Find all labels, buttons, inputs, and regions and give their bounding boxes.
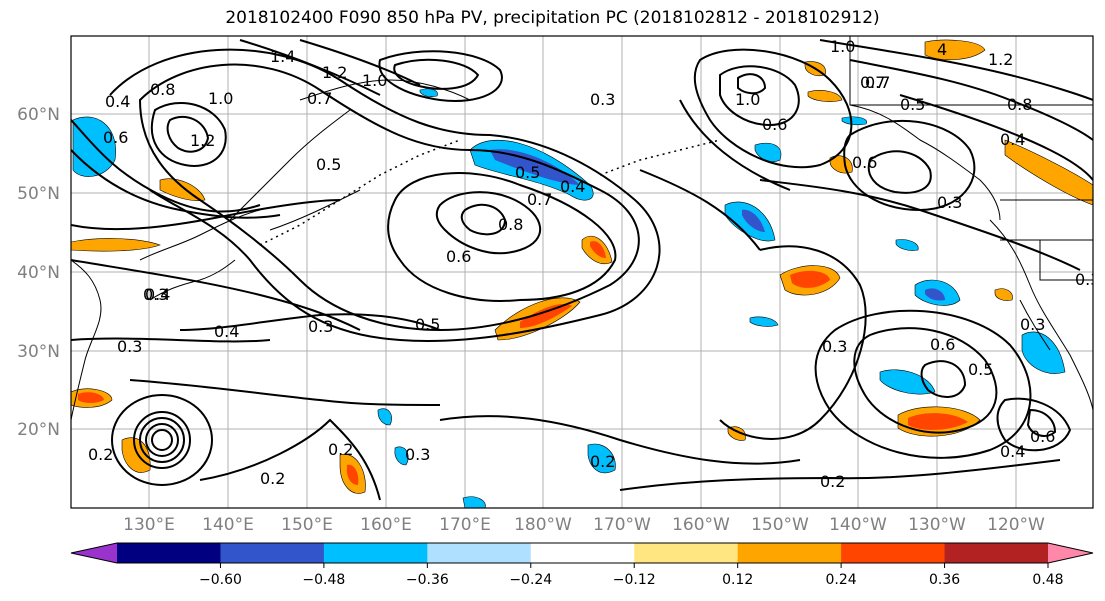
- contour-label: 4: [937, 40, 947, 59]
- colorbar-extension-low: [71, 543, 117, 563]
- map-title: 2018102400 F090 850 hPa PV, precipitatio…: [225, 8, 880, 28]
- contour-label: 0.2: [590, 452, 615, 471]
- contour-label: 0.3: [308, 317, 333, 336]
- colorbar-ticks: −0.60 −0.48 −0.36 −0.24 −0.12 0.12 0.24 0.36 0.4…: [199, 563, 1064, 588]
- contour-label: 0.3: [822, 337, 847, 356]
- contour-label: 0.4: [105, 92, 130, 111]
- map-content: 1.4 1.2 1.0 0.7 0.8 0.4 0.6 1.0 1.2 0.5 …: [71, 36, 1100, 508]
- colorbar-tick-label: 0.48: [1032, 572, 1063, 588]
- contour-label: 0.3: [143, 285, 168, 304]
- contour-label: 0.6: [1030, 427, 1055, 446]
- contour-labels: 1.4 1.2 1.0 0.7 0.8 0.4 0.6 1.0 1.2 0.5 …: [88, 37, 1100, 491]
- contour-label: 1.0: [830, 37, 855, 56]
- lon-label: 140°E: [202, 515, 254, 535]
- colorbar-outline: [70, 542, 1094, 564]
- colorbar-tick-label: −0.48: [302, 572, 345, 588]
- lon-label: 160°E: [360, 515, 412, 535]
- contour-label: 0.8: [1007, 95, 1032, 114]
- colorbar-segment: [634, 543, 739, 563]
- contour-label: 0.3: [1020, 315, 1045, 334]
- lon-label: 130°E: [123, 515, 175, 535]
- contour-label: 0.3: [117, 337, 142, 356]
- contour-label: 0.3: [590, 90, 615, 109]
- contour-label: 0.7: [307, 89, 332, 108]
- contour-label: 0.5: [316, 155, 341, 174]
- colorbar: [70, 542, 1094, 564]
- colorbar-extension-high: [1048, 543, 1093, 563]
- contour-label: 1.0: [208, 89, 233, 108]
- lat-label: 20°N: [17, 420, 60, 440]
- contour-label: 0.8: [498, 215, 523, 234]
- lat-label: 50°N: [17, 184, 60, 204]
- colorbar-tick-label: −0.24: [509, 572, 552, 588]
- colorbar-segment: [427, 543, 532, 563]
- contour-label: 0.3: [405, 445, 430, 464]
- colorbar-segment: [220, 543, 325, 563]
- lon-label: 180°W: [514, 515, 572, 535]
- lon-label: 150°E: [281, 515, 333, 535]
- contour-label: 1.0: [362, 71, 387, 90]
- latitude-labels: 60°N 50°N 40°N 30°N 20°N: [17, 105, 60, 440]
- contour-label: 0.7: [860, 73, 885, 92]
- colorbar-tick-label: 0.12: [722, 572, 753, 588]
- colorbar-segment: [841, 543, 946, 563]
- colorbar-tick-label: 0.24: [826, 572, 857, 588]
- contour-label: 0.7: [865, 73, 890, 92]
- contour-label: 0.8: [150, 80, 175, 99]
- lat-label: 40°N: [17, 263, 60, 283]
- contour-label: 0.7: [527, 190, 552, 209]
- contour-label: 0.6: [446, 247, 471, 266]
- contour-label: 0.5: [900, 95, 925, 114]
- precip-anomaly-shading: [71, 39, 1093, 508]
- coastlines: [71, 36, 1093, 421]
- contour-label: 0.6: [852, 153, 877, 172]
- contour-label: 0.4: [214, 322, 239, 341]
- contour-label: 1.2: [190, 131, 215, 150]
- contour-label: 0.2: [260, 469, 285, 488]
- contour-label: 0.6: [930, 335, 955, 354]
- dashed-boundary: [259, 139, 461, 246]
- contour-label: 0.4: [1000, 130, 1025, 149]
- colorbar-segment: [944, 543, 1049, 563]
- colorbar-tick-label: −0.60: [199, 572, 242, 588]
- contour-label: 0.5: [415, 315, 440, 334]
- lon-label: 170°W: [593, 515, 651, 535]
- lon-label: 120°W: [987, 515, 1045, 535]
- contour-label: 0.4: [145, 285, 170, 304]
- colorbar-tick-label: 0.36: [929, 572, 960, 588]
- contour-label: 0.3: [937, 193, 962, 212]
- contour-label: 0.2: [328, 440, 353, 459]
- colorbar-segment: [323, 543, 428, 563]
- colorbar-segment: [117, 543, 221, 563]
- longitude-labels: 130°E 140°E 150°E 160°E 170°E 180°W 170°…: [123, 515, 1045, 535]
- pv-contours: [71, 39, 1093, 501]
- colorbar-tick-label: −0.36: [406, 572, 449, 588]
- lon-label: 140°W: [829, 515, 887, 535]
- contour-label: 1.4: [270, 47, 295, 66]
- contour-label: 1.0: [735, 90, 760, 109]
- map-frame: [70, 35, 1094, 509]
- colorbar-segment: [530, 543, 635, 563]
- contour-label: 0.2: [820, 472, 845, 491]
- lon-label: 150°W: [751, 515, 809, 535]
- contour-label: 0.3: [1075, 270, 1100, 289]
- contour-label: 0.4: [560, 177, 585, 196]
- contour-label: 0.4: [1000, 442, 1025, 461]
- lon-label: 160°W: [672, 515, 730, 535]
- lon-label: 170°E: [439, 515, 491, 535]
- lon-label: 130°W: [908, 515, 966, 535]
- contour-label: 0.6: [762, 115, 787, 134]
- colorbar-tick-label: −0.12: [613, 572, 656, 588]
- contour-label: 0.5: [968, 360, 993, 379]
- lat-label: 30°N: [17, 342, 60, 362]
- contour-label: 0.6: [103, 128, 128, 147]
- contour-label: 0.2: [88, 445, 113, 464]
- contour-label: 1.2: [322, 63, 347, 82]
- contour-label: 0.5: [515, 163, 540, 182]
- lat-label: 60°N: [17, 105, 60, 125]
- colorbar-segment: [737, 543, 842, 563]
- contour-label: 1.2: [988, 50, 1013, 69]
